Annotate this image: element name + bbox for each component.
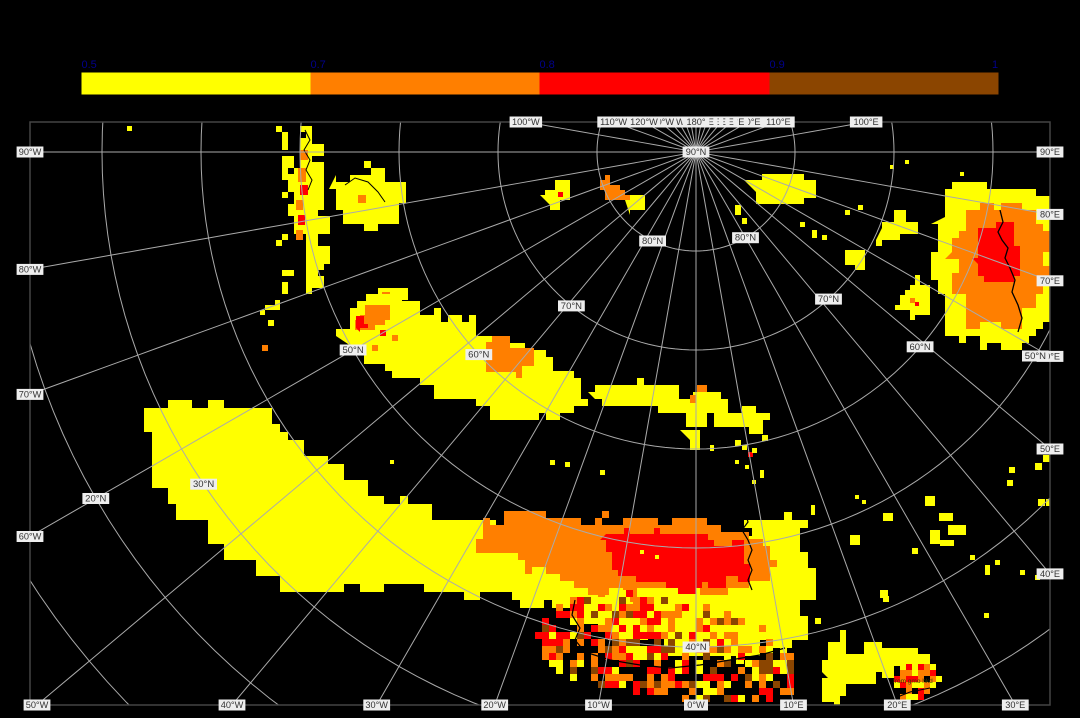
svg-text:180°: 180° — [686, 117, 705, 127]
svg-text:20°N: 20°N — [85, 494, 106, 505]
svg-text:50°N: 50°N — [342, 345, 363, 356]
svg-text:40°E: 40°E — [1040, 569, 1060, 579]
svg-text:0.5: 0.5 — [82, 59, 97, 71]
svg-text:90°W: 90°W — [19, 147, 42, 157]
svg-text:60°N: 60°N — [909, 342, 930, 353]
svg-text:80°N: 80°N — [642, 236, 663, 247]
svg-text:30°W: 30°W — [365, 700, 388, 710]
svg-text:60°N: 60°N — [468, 350, 489, 361]
svg-text:0.9: 0.9 — [770, 59, 785, 71]
svg-text:80°E: 80°E — [1040, 209, 1060, 219]
svg-text:100°W: 100°W — [512, 117, 540, 127]
svg-text:from gmo hkd: from gmo hkd — [893, 678, 933, 685]
svg-text:80°W: 80°W — [19, 264, 42, 274]
svg-text:60°W: 60°W — [19, 532, 42, 542]
svg-text:70°N: 70°N — [561, 301, 582, 312]
svg-text:110°E: 110°E — [766, 117, 790, 127]
svg-text:50°E: 50°E — [1040, 444, 1060, 454]
svg-text:0.7: 0.7 — [311, 59, 326, 71]
svg-text:120°W: 120°W — [630, 117, 658, 127]
svg-text:50°W: 50°W — [26, 700, 49, 710]
svg-text:20°W: 20°W — [483, 700, 506, 710]
svg-text:80°N: 80°N — [735, 233, 756, 244]
svg-text:0°W: 0°W — [687, 700, 705, 710]
svg-text:10°E: 10°E — [783, 700, 803, 710]
svg-text:70°W: 70°W — [19, 389, 42, 399]
svg-text:110°W: 110°W — [600, 117, 627, 127]
svg-text:90°E: 90°E — [1040, 147, 1060, 157]
svg-text:0.8: 0.8 — [540, 59, 555, 71]
svg-text:40°W: 40°W — [221, 700, 244, 710]
svg-text:40°N: 40°N — [685, 642, 706, 653]
svg-text:10°W: 10°W — [587, 700, 610, 710]
svg-text:1: 1 — [992, 59, 998, 71]
svg-text:20°E: 20°E — [887, 700, 907, 710]
svg-text:30°E: 30°E — [1005, 700, 1025, 710]
svg-text:30°N: 30°N — [193, 479, 214, 490]
svg-text:100°E: 100°E — [854, 117, 879, 127]
svg-text:70°E: 70°E — [1040, 276, 1060, 286]
svg-text:50°N: 50°N — [1025, 351, 1046, 362]
svg-text:90°N: 90°N — [686, 147, 707, 157]
svg-text:70°N: 70°N — [818, 294, 839, 305]
